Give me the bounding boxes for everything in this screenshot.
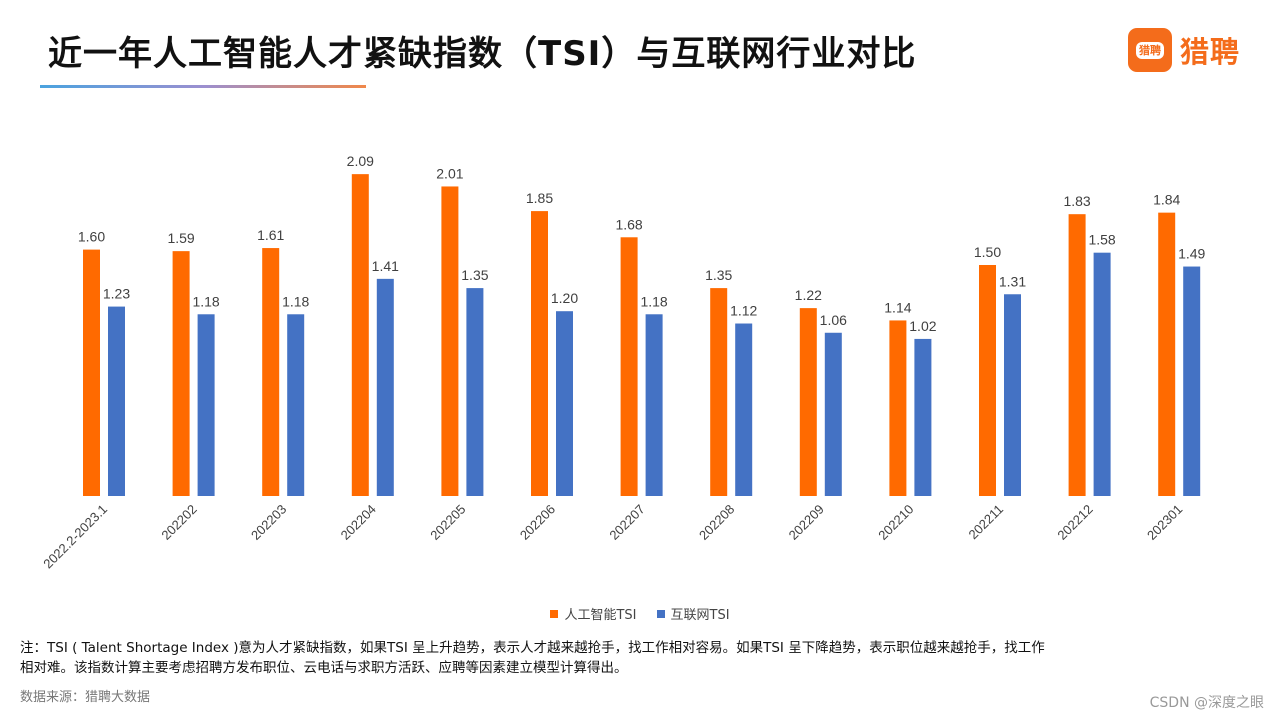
bar-internet-8 [824, 332, 842, 496]
label-ai-0: 1.60 [78, 229, 105, 245]
bar-ai-8 [799, 308, 817, 496]
x-tick-6: 202207 [606, 502, 647, 543]
label-internet-6: 1.18 [640, 293, 667, 309]
bar-ai-3 [351, 174, 369, 496]
legend-swatch-ai [550, 609, 559, 618]
bar-internet-10 [1004, 294, 1021, 496]
legend-label-internet: 互联网TSI [670, 608, 730, 623]
label-ai-10: 1.50 [974, 244, 1001, 260]
label-internet-1: 1.18 [192, 293, 219, 309]
x-tick-4: 202205 [427, 502, 468, 543]
bar-internet-1 [197, 314, 215, 496]
x-tick-5: 202206 [517, 502, 558, 543]
label-ai-4: 2.01 [436, 165, 463, 181]
brand-logo: 猎聘 猎聘 [1128, 28, 1240, 72]
bar-internet-0 [108, 306, 125, 496]
bar-ai-2 [262, 248, 280, 496]
label-internet-12: 1.49 [1178, 246, 1205, 262]
label-ai-2: 1.61 [257, 227, 284, 243]
bar-internet-12 [1183, 266, 1201, 496]
liepin-logo-icon: 猎聘 [1128, 28, 1172, 72]
label-ai-6: 1.68 [615, 216, 642, 232]
x-tick-8: 202209 [786, 502, 827, 543]
label-internet-2: 1.18 [282, 293, 309, 309]
bar-internet-11 [1093, 252, 1111, 496]
label-internet-3: 1.41 [372, 258, 399, 274]
x-tick-7: 202208 [696, 502, 737, 543]
label-internet-0: 1.23 [103, 286, 130, 302]
bar-internet-6 [645, 314, 663, 496]
footnote-line-1: 注：TSI ( Talent Shortage Index )意为人才紧缺指数，… [20, 640, 1045, 656]
label-ai-5: 1.85 [526, 190, 553, 206]
bar-ai-9 [889, 320, 907, 496]
bar-internet-4 [466, 288, 484, 496]
bar-internet-7 [735, 323, 753, 496]
x-tick-0: 2022.2-2023.1 [40, 502, 110, 572]
brand-icon-text: 猎聘 [1136, 41, 1164, 59]
footnote: 注：TSI ( Talent Shortage Index )意为人才紧缺指数，… [20, 638, 1220, 678]
label-ai-1: 1.59 [167, 230, 194, 246]
label-internet-4: 1.35 [461, 267, 488, 283]
title-underline [40, 85, 366, 88]
x-tick-9: 202210 [875, 502, 916, 543]
label-internet-10: 1.31 [999, 273, 1026, 289]
label-internet-5: 1.20 [551, 290, 578, 306]
chart-legend: 人工智能TSI 互联网TSI [0, 604, 1280, 623]
label-internet-8: 1.06 [820, 312, 847, 328]
bar-ai-5 [531, 211, 548, 496]
label-ai-9: 1.14 [884, 299, 911, 315]
x-tick-3: 202204 [338, 502, 379, 543]
bar-ai-7 [710, 288, 728, 496]
bar-ai-10 [979, 265, 996, 496]
label-ai-8: 1.22 [795, 287, 822, 303]
bar-ai-6 [620, 237, 638, 496]
label-ai-7: 1.35 [705, 267, 732, 283]
bar-ai-12 [1158, 212, 1176, 496]
x-tick-2: 202203 [248, 502, 289, 543]
bar-internet-2 [287, 314, 305, 496]
legend-swatch-internet [656, 609, 665, 618]
x-tick-11: 202212 [1054, 502, 1095, 543]
label-internet-11: 1.58 [1088, 232, 1115, 248]
legend-item-ai: 人工智能TSI [550, 604, 637, 623]
bar-ai-4 [441, 186, 459, 496]
label-ai-11: 1.83 [1063, 193, 1090, 209]
label-internet-7: 1.12 [730, 303, 757, 319]
bar-internet-3 [376, 278, 394, 496]
label-ai-12: 1.84 [1153, 192, 1180, 208]
data-source: 数据来源：猎聘大数据 [20, 690, 151, 705]
x-tick-10: 202211 [966, 502, 1007, 543]
x-tick-12: 202301 [1144, 502, 1185, 543]
legend-label-ai: 人工智能TSI [564, 608, 637, 623]
bar-internet-9 [914, 338, 932, 496]
footnote-line-2: 相对难。该指数计算主要考虑招聘方发布职位、云电话与求职方活跃、应聘等因素建立模型… [20, 660, 628, 676]
legend-item-internet: 互联网TSI [656, 604, 730, 623]
label-internet-9: 1.02 [909, 318, 936, 334]
bar-ai-0 [83, 249, 100, 496]
brand-name: 猎聘 [1180, 35, 1241, 69]
watermark: CSDN @深度之眼 [1149, 695, 1264, 711]
x-tick-1: 202202 [158, 502, 199, 543]
bar-chart: 1.60 1.23 2022.2-2023.1 1.59 1.18 202202 1.61 1… [40, 153, 1205, 572]
bar-ai-1 [172, 251, 190, 496]
bar-internet-5 [556, 311, 573, 496]
page-title: 近一年人工智能人才紧缺指数（TSI）与互联网行业对比 [48, 34, 917, 74]
label-ai-3: 2.09 [347, 153, 374, 169]
bar-ai-11 [1068, 214, 1086, 496]
